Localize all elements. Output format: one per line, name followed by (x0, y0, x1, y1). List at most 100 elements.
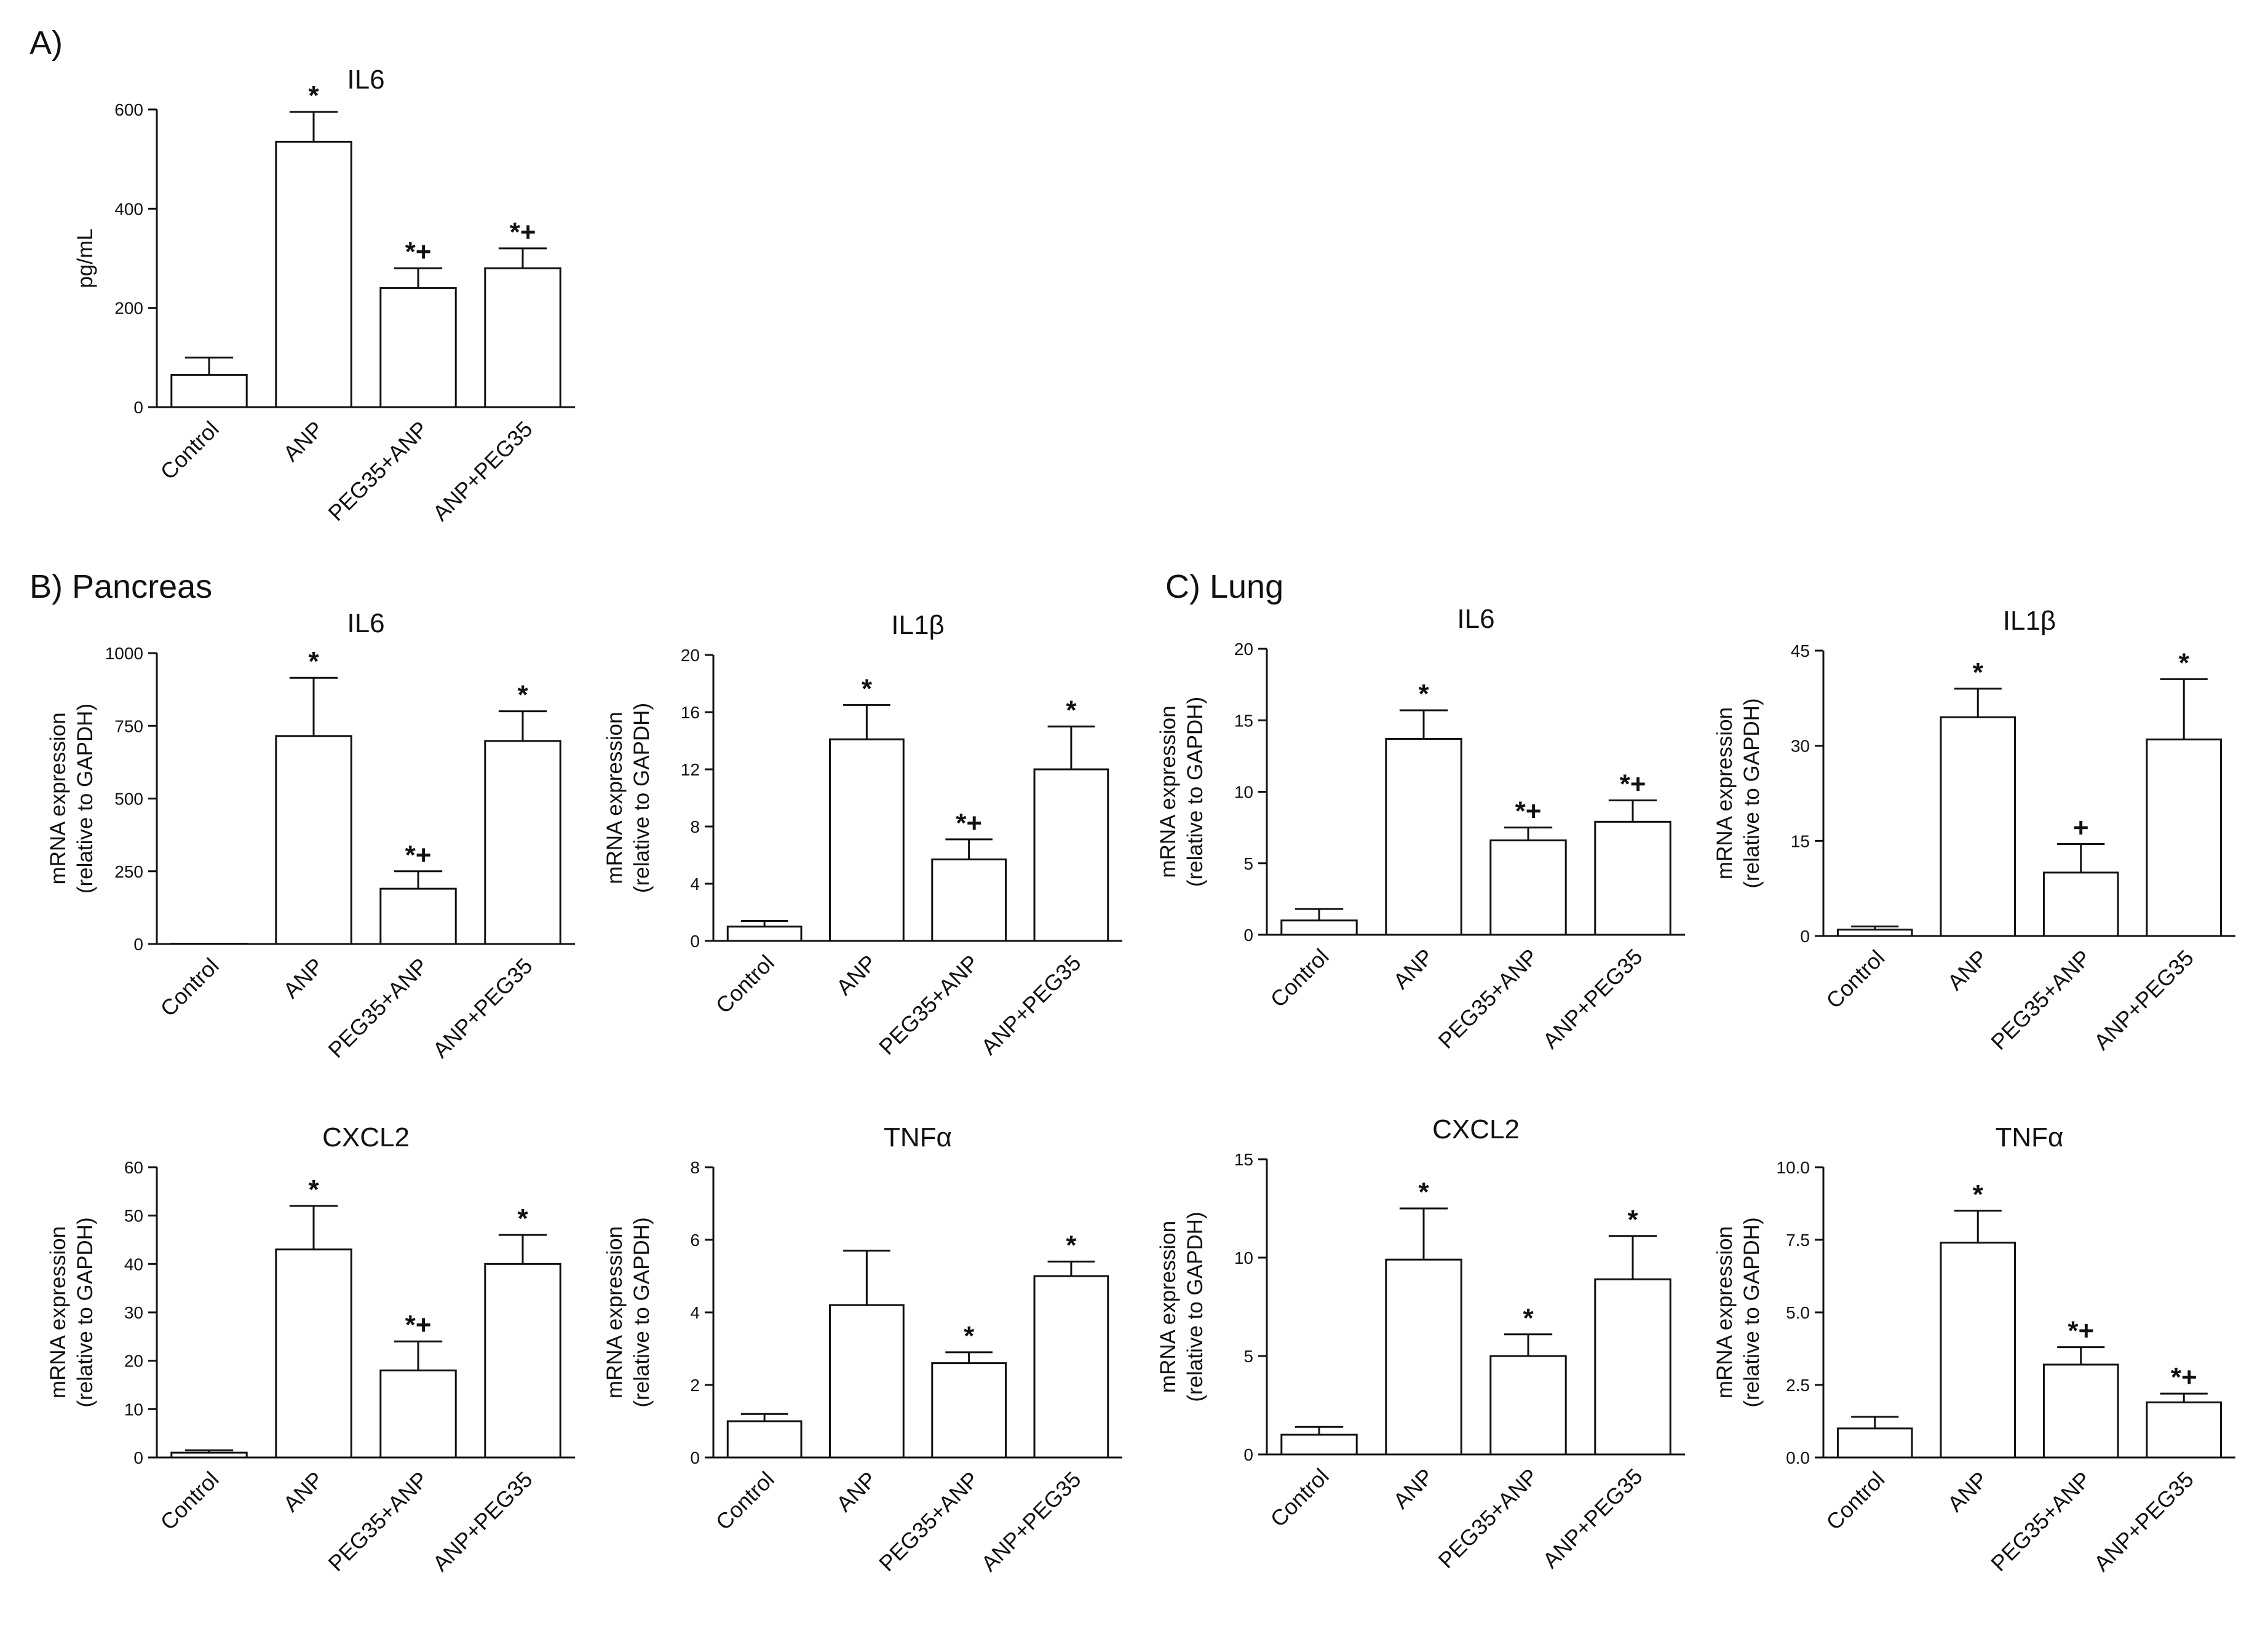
bar (275, 1248, 352, 1459)
y-axis-label: (relative to GAPDH) (1740, 1217, 1764, 1407)
y-tick-label: 0 (133, 398, 143, 417)
bar (931, 858, 1007, 942)
significance-mark: * (308, 1175, 319, 1205)
y-tick-label: 600 (114, 100, 143, 119)
category-label: PEG35+ANP (874, 950, 983, 1060)
y-tick-label: 5 (1243, 854, 1253, 873)
chart-title: IL1β (2003, 606, 2056, 636)
category-label: ANP+PEG35 (1537, 944, 1647, 1053)
y-tick-label: 8 (690, 817, 700, 836)
significance-mark: *+ (510, 217, 536, 247)
bar (1033, 768, 1109, 942)
category-label: Control (1821, 1467, 1889, 1535)
y-tick-label: 400 (114, 199, 143, 218)
category-label: PEG35+ANP (1433, 1464, 1542, 1573)
chart-b-tnfa: TNFα 0 2 4 6 8 mRNA expression (relative to GAP… (603, 1122, 1122, 1576)
category-label: ANP+PEG35 (427, 953, 537, 1063)
category-label: PEG35+ANP (874, 1467, 983, 1576)
category-label: ANP+PEG35 (427, 1467, 537, 1576)
y-axis-label: mRNA expression (603, 1226, 627, 1398)
category-label: Control (1266, 944, 1334, 1012)
bar (1280, 919, 1358, 936)
y-tick-label: 4 (690, 874, 700, 894)
y-tick-label: 500 (114, 790, 143, 809)
bar (931, 1362, 1007, 1459)
category-label: ANP+PEG35 (2089, 945, 2199, 1055)
y-axis-label: mRNA expression (1713, 1226, 1737, 1398)
chart-title: IL1β (891, 610, 944, 640)
y-tick-label: 30 (124, 1303, 143, 1322)
bar (2042, 1363, 2119, 1459)
significance-mark: * (517, 1204, 528, 1234)
y-tick-label: 0.0 (1786, 1448, 1810, 1467)
category-label: PEG35+ANP (1986, 1467, 2095, 1576)
chart-a-il6: IL6 0 200 400 600 pg/mL Control * ANP *+ PEG35+ANP… (73, 65, 575, 526)
y-tick-label: 20 (124, 1352, 143, 1371)
y-axis-label: (relative to GAPDH) (1183, 697, 1207, 887)
y-tick-label: 45 (1791, 641, 1810, 660)
y-axis-label: mRNA expression (1156, 1221, 1180, 1393)
category-label: Control (1266, 1464, 1334, 1532)
y-tick-label: 250 (114, 862, 143, 881)
category-label: ANP+PEG35 (427, 416, 537, 526)
y-tick-label: 50 (124, 1207, 143, 1226)
y-tick-label: 0 (1243, 1445, 1253, 1464)
significance-mark: * (1418, 679, 1429, 709)
category-label: PEG35+ANP (323, 1467, 432, 1576)
category-label: ANP (1943, 945, 1992, 995)
y-tick-label: 16 (681, 703, 700, 722)
bar (484, 740, 561, 945)
chart-c-il1b: IL1β 0 15 30 45 mRNA expression (relative to G… (1713, 606, 2235, 1055)
bar (2042, 871, 2119, 937)
chart-title: CXCL2 (1432, 1114, 1520, 1144)
chart-title: IL6 (1457, 604, 1494, 634)
y-tick-label: 40 (124, 1255, 143, 1274)
bar (1836, 1427, 1913, 1459)
charts-layer: IL60200400600pg/mLControl*ANP*+PEG35+ANP… (46, 65, 2235, 1576)
bar (1280, 1434, 1358, 1456)
significance-mark: * (308, 646, 319, 676)
panel-label-b: B) Pancreas (30, 568, 212, 605)
bar (379, 1369, 457, 1459)
y-tick-label: 0 (690, 932, 700, 951)
chart-c-il6: IL6 0 5 10 15 20 mRNA expression (relative to G… (1156, 604, 1685, 1053)
bar (2146, 1401, 2222, 1459)
category-label: PEG35+ANP (1433, 944, 1542, 1053)
bar (170, 374, 248, 408)
y-axis-label: (relative to GAPDH) (630, 1217, 654, 1407)
y-tick-label: 0 (1243, 926, 1253, 945)
bar (1489, 1355, 1567, 1456)
bar (829, 1304, 905, 1459)
bar (379, 887, 457, 945)
y-tick-label: 8 (690, 1158, 700, 1177)
category-label: ANP+PEG35 (976, 950, 1085, 1060)
significance-mark: * (1973, 657, 1984, 688)
bar (379, 287, 457, 408)
y-axis-label: pg/mL (73, 228, 97, 288)
y-tick-label: 10 (1234, 783, 1253, 802)
y-tick-label: 1000 (105, 644, 143, 663)
bar (484, 1263, 561, 1459)
category-label: Control (1821, 945, 1889, 1013)
chart-title: IL6 (347, 608, 384, 638)
significance-mark: *+ (405, 1310, 432, 1340)
bar (275, 140, 352, 408)
y-tick-label: 15 (1234, 711, 1253, 730)
y-tick-label: 15 (1234, 1150, 1253, 1169)
significance-mark: * (1973, 1180, 1984, 1210)
significance-mark: * (2179, 648, 2190, 678)
category-label: ANP+PEG35 (1537, 1464, 1647, 1573)
y-tick-label: 20 (1234, 640, 1253, 659)
y-tick-label: 7.5 (1786, 1231, 1810, 1250)
significance-mark: *+ (405, 840, 432, 870)
y-tick-label: 0 (1800, 927, 1810, 946)
category-label: Control (156, 1467, 224, 1535)
y-tick-label: 4 (690, 1303, 700, 1322)
y-tick-label: 20 (681, 646, 700, 665)
y-tick-label: 5.0 (1786, 1303, 1810, 1322)
y-tick-label: 0 (690, 1448, 700, 1467)
category-label: PEG35+ANP (1986, 945, 2095, 1055)
y-tick-label: 2.5 (1786, 1376, 1810, 1395)
y-tick-label: 15 (1791, 831, 1810, 851)
